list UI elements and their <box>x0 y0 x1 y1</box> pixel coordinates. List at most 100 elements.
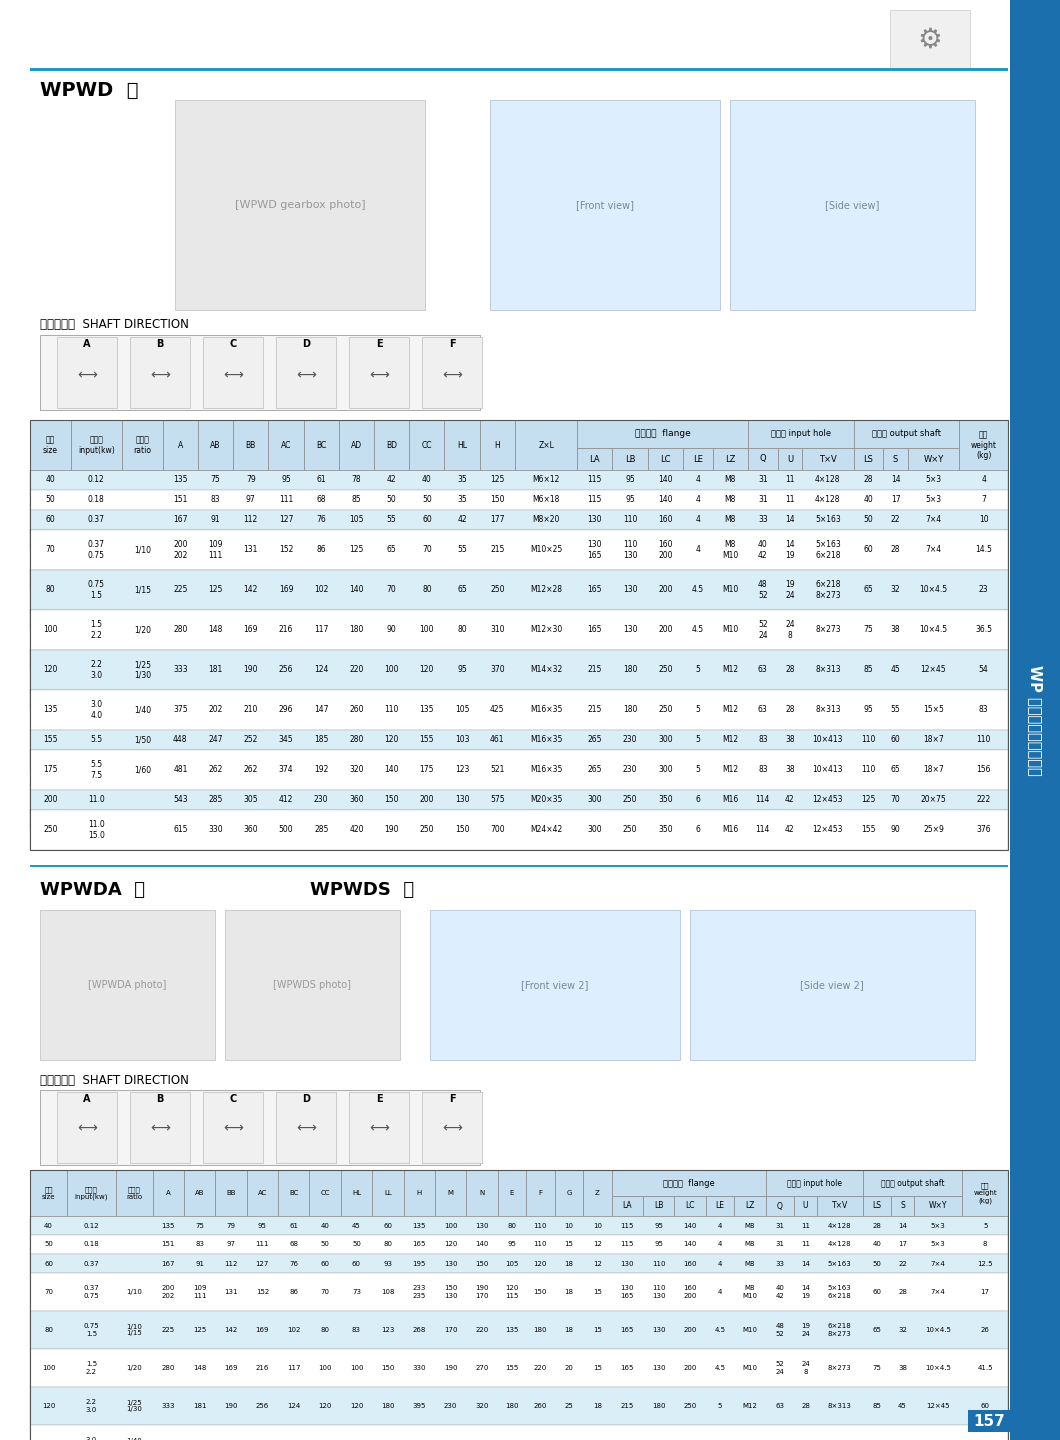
Bar <box>1010 0 1060 1440</box>
Text: 6: 6 <box>695 825 701 835</box>
Text: 4.5: 4.5 <box>692 586 704 595</box>
Text: 14.5: 14.5 <box>975 546 992 554</box>
Text: 124: 124 <box>287 1403 300 1408</box>
Bar <box>30 690 1008 710</box>
Text: 97: 97 <box>227 1241 235 1247</box>
Text: 180: 180 <box>533 1328 547 1333</box>
Bar <box>683 448 712 469</box>
Text: 250: 250 <box>490 586 505 595</box>
Text: 320: 320 <box>349 766 364 775</box>
Text: W×Y: W×Y <box>929 1201 948 1211</box>
Text: 1/60: 1/60 <box>134 766 151 775</box>
Text: 28: 28 <box>864 475 873 484</box>
Text: 112: 112 <box>225 1260 237 1267</box>
Text: 60: 60 <box>890 736 900 744</box>
Text: 10×4.5: 10×4.5 <box>919 625 948 635</box>
Text: 50: 50 <box>352 1241 360 1247</box>
Text: 0.75
1.5: 0.75 1.5 <box>88 580 105 599</box>
Text: 5: 5 <box>695 736 701 744</box>
Text: ⟷: ⟷ <box>296 1120 316 1135</box>
Text: ⟷: ⟷ <box>296 369 316 382</box>
Text: 减速比
ratio: 减速比 ratio <box>134 435 152 455</box>
Text: 18: 18 <box>564 1328 573 1333</box>
Text: 0.75
1.5: 0.75 1.5 <box>84 1323 100 1336</box>
Text: 124: 124 <box>314 665 329 674</box>
Text: 95: 95 <box>864 706 873 714</box>
Text: 180: 180 <box>652 1403 666 1408</box>
Bar <box>57 337 117 408</box>
Text: 210: 210 <box>244 706 258 714</box>
Text: 70: 70 <box>45 1289 53 1295</box>
Bar <box>30 1310 1008 1349</box>
Text: 175: 175 <box>420 766 435 775</box>
Text: 215: 215 <box>490 546 505 554</box>
Text: 140: 140 <box>658 475 672 484</box>
Text: 12×45: 12×45 <box>926 1403 950 1408</box>
Text: 370: 370 <box>490 665 505 674</box>
Text: 83: 83 <box>211 495 220 504</box>
Text: 120: 120 <box>444 1241 457 1247</box>
Text: 8×273: 8×273 <box>815 625 841 635</box>
Text: 12×453: 12×453 <box>813 795 843 805</box>
Text: 165: 165 <box>587 625 602 635</box>
Text: 4: 4 <box>695 495 701 504</box>
Text: M8×20: M8×20 <box>532 516 560 524</box>
Text: 86: 86 <box>317 546 326 554</box>
Bar <box>435 1169 466 1215</box>
Text: 190
170: 190 170 <box>475 1286 489 1299</box>
Text: 180: 180 <box>382 1403 394 1408</box>
Text: 123: 123 <box>382 1328 394 1333</box>
Text: 125: 125 <box>490 475 505 484</box>
Text: 200: 200 <box>420 795 435 805</box>
Text: 60: 60 <box>46 516 55 524</box>
Text: 200: 200 <box>684 1328 696 1333</box>
Text: A: A <box>166 1189 171 1197</box>
Text: 33: 33 <box>758 516 767 524</box>
Text: 152: 152 <box>255 1289 269 1295</box>
Text: 17: 17 <box>898 1241 907 1247</box>
Text: 7×4: 7×4 <box>931 1289 946 1295</box>
Bar <box>748 420 853 448</box>
Text: 2.2
3.0: 2.2 3.0 <box>86 1400 96 1413</box>
Text: 123: 123 <box>455 766 470 775</box>
Text: 200: 200 <box>43 795 57 805</box>
Text: 18×7: 18×7 <box>923 766 943 775</box>
Bar <box>907 448 959 469</box>
Text: 95: 95 <box>625 475 635 484</box>
Text: 75: 75 <box>211 475 220 484</box>
Bar <box>404 1169 435 1215</box>
Bar <box>30 1169 1008 1215</box>
Text: 5×163: 5×163 <box>815 516 841 524</box>
Text: 360: 360 <box>244 825 258 835</box>
Text: ⟷: ⟷ <box>369 369 389 382</box>
Bar <box>583 1169 612 1215</box>
Text: T×V: T×V <box>832 1201 848 1211</box>
Text: 5×163
6×218: 5×163 6×218 <box>815 540 841 560</box>
Text: 216: 216 <box>279 625 294 635</box>
Text: 0.18: 0.18 <box>84 1241 100 1247</box>
Text: 180: 180 <box>623 665 637 674</box>
Text: 95: 95 <box>258 1223 267 1228</box>
Text: 4.5: 4.5 <box>692 625 704 635</box>
Text: 135: 135 <box>412 1223 426 1228</box>
Text: 165: 165 <box>412 1241 426 1247</box>
Bar <box>30 1349 1008 1387</box>
Text: 68: 68 <box>289 1241 298 1247</box>
Text: LZ: LZ <box>725 455 736 464</box>
Text: 42: 42 <box>785 795 795 805</box>
Text: AB: AB <box>195 1189 205 1197</box>
Text: 5×3: 5×3 <box>931 1223 946 1228</box>
Text: 300: 300 <box>587 795 602 805</box>
Bar <box>30 1236 1008 1254</box>
Text: 24
8: 24 8 <box>801 1361 810 1375</box>
Text: 18: 18 <box>564 1289 573 1295</box>
Bar <box>30 690 1008 730</box>
Text: 543: 543 <box>173 795 188 805</box>
Text: 11: 11 <box>785 495 795 504</box>
Text: S: S <box>893 455 898 464</box>
Text: HL: HL <box>352 1189 361 1197</box>
Text: 80: 80 <box>320 1328 330 1333</box>
Text: 120: 120 <box>318 1403 332 1408</box>
Text: 10×4.5: 10×4.5 <box>919 586 948 595</box>
Text: 285: 285 <box>314 825 329 835</box>
